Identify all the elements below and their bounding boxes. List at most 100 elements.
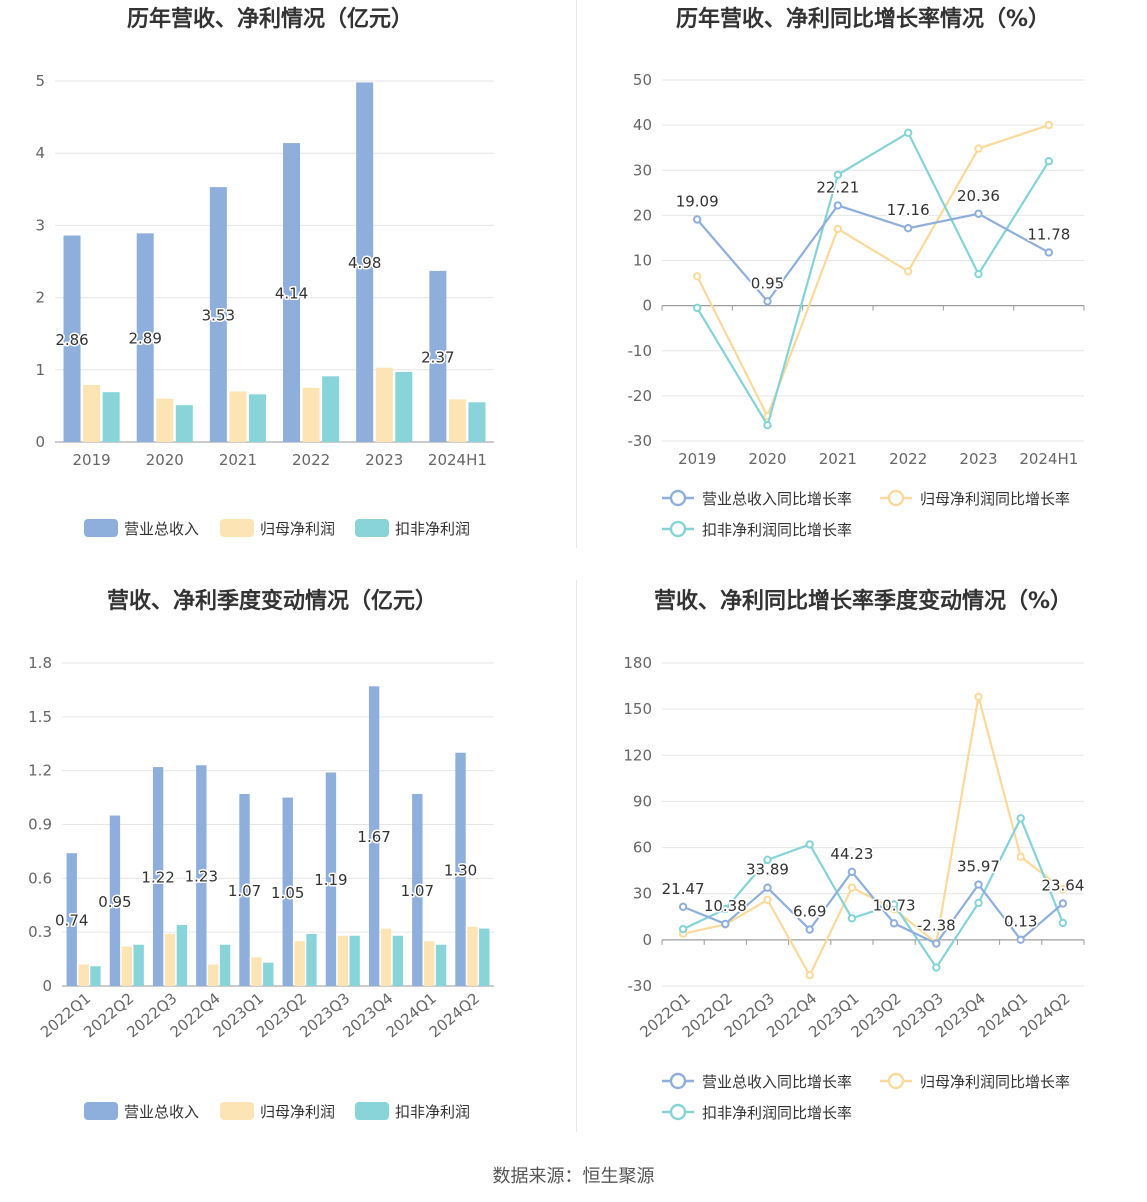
legend-swatch — [355, 1102, 389, 1120]
bar-data-label: 0.95 — [98, 893, 131, 911]
legend-label: 归母净利润 — [260, 1103, 335, 1121]
y-tick-label: 90 — [633, 792, 652, 810]
bar — [322, 376, 340, 442]
bar-data-label: 1.07 — [228, 882, 261, 900]
legend-item[interactable]: 营业总收入 — [84, 1102, 199, 1121]
x-tick-label: 2019 — [72, 451, 110, 469]
bar — [196, 765, 207, 986]
data-point — [974, 209, 983, 218]
vertical-divider-bottom — [576, 580, 577, 1132]
legend-item[interactable]: 归母净利润 — [220, 519, 335, 538]
legend-label: 营业总收入 — [124, 520, 199, 538]
y-tick-label: 20 — [633, 206, 652, 224]
legend-item[interactable]: 扣非净利润 — [355, 1102, 470, 1121]
data-point — [1044, 120, 1054, 130]
bar — [78, 964, 89, 986]
bar-data-label: 1.19 — [314, 871, 347, 889]
y-tick-label: 10 — [633, 252, 652, 270]
legend-label: 营业总收入 — [124, 1103, 199, 1121]
data-point — [974, 269, 983, 279]
data-point — [805, 971, 814, 980]
y-tick-label: 180 — [623, 654, 652, 672]
data-point — [833, 224, 843, 234]
bar-data-label: 1.23 — [185, 868, 218, 886]
chart-title: 营收、净利同比增长率季度变动情况（%） — [654, 588, 1072, 614]
point-data-label: 44.23 — [830, 845, 873, 863]
y-tick-label: 4 — [35, 144, 45, 162]
legend-label: 营业总收入同比增长率 — [702, 490, 852, 508]
bar — [368, 686, 380, 986]
data-point — [692, 215, 702, 224]
annual-growth-chart: 历年营收、净利同比增长率情况（%） -30 -20 -10 0 10 20 30 40 50 201… — [577, 0, 1147, 560]
bar — [263, 962, 274, 986]
legend-item[interactable]: 营业总收入同比增长率 — [662, 489, 852, 508]
y-tick-label: 120 — [623, 746, 652, 764]
legend-item[interactable]: 归母净利润 — [220, 1102, 335, 1121]
data-point — [721, 904, 730, 914]
bar — [283, 143, 301, 443]
legend-item[interactable]: 归母净利润同比增长率 — [880, 489, 1070, 508]
bar-data-label: 1.07 — [401, 882, 434, 900]
legend-item[interactable]: 扣非净利润 — [355, 519, 470, 538]
bar — [109, 815, 121, 986]
y-tick-label: 0.9 — [28, 816, 52, 834]
data-point — [932, 939, 941, 948]
legend-swatch — [220, 1102, 254, 1120]
legend-label: 归母净利润同比增长率 — [920, 1073, 1070, 1091]
bar-data-label: 1.22 — [141, 869, 174, 887]
legend-swatch-marker — [669, 1072, 687, 1090]
bar-data-label: 2.37 — [421, 348, 454, 366]
point-data-label: 17.16 — [887, 201, 930, 219]
y-tick-label: 1.2 — [28, 762, 52, 780]
legend-item[interactable]: 营业总收入 — [84, 519, 199, 538]
y-tick-label: -30 — [628, 432, 653, 450]
bar-data-label: 2.89 — [128, 330, 161, 348]
point-data-label: 23.64 — [1041, 876, 1084, 894]
legend-item[interactable]: 扣非净利润同比增长率 — [662, 520, 852, 539]
data-point — [1058, 899, 1068, 908]
chart-title: 营收、净利季度变动情况（亿元） — [107, 588, 437, 614]
annual-amount-chart: 历年营收、净利情况（亿元） 0 1 2 3 4 5 2019 2020 2021 2022 2023 2… — [0, 0, 576, 560]
bar — [175, 405, 193, 442]
legend-swatch-marker — [669, 1103, 687, 1121]
data-point — [974, 144, 983, 153]
y-tick-label: -10 — [628, 342, 653, 360]
x-tick-label: 2021 — [219, 451, 257, 469]
bar-data-label: 1.05 — [271, 884, 304, 902]
data-point — [903, 128, 913, 137]
legend-item[interactable]: 营业总收入同比增长率 — [662, 1072, 852, 1091]
bar — [133, 944, 144, 986]
bar-data-label: 4.98 — [348, 254, 381, 272]
bar — [251, 957, 262, 986]
legend-item[interactable]: 扣非净利润同比增长率 — [662, 1103, 852, 1122]
bar — [63, 235, 81, 442]
data-point — [974, 898, 983, 908]
y-tick-label: 1.5 — [28, 708, 52, 726]
vertical-divider-top — [576, 0, 577, 548]
data-point — [763, 883, 772, 892]
bar-data-label: 2.86 — [55, 331, 88, 349]
bar — [282, 797, 293, 986]
data-point — [847, 867, 857, 877]
legend-swatch — [84, 519, 118, 537]
bar — [239, 793, 250, 986]
legend-swatch-marker — [669, 520, 687, 538]
point-data-label: 20.36 — [957, 187, 1000, 205]
bar — [229, 391, 247, 442]
point-data-label: 11.78 — [1027, 225, 1070, 243]
point-data-label: 0.13 — [1004, 913, 1037, 931]
bar — [392, 935, 404, 986]
bar — [164, 933, 176, 986]
data-point — [763, 855, 772, 865]
bar — [467, 926, 478, 986]
bar — [325, 772, 337, 986]
data-point — [1058, 884, 1068, 894]
legend-item[interactable]: 归母净利润同比增长率 — [880, 1072, 1070, 1091]
point-data-label: 35.97 — [957, 858, 1000, 876]
legend-swatch-marker — [887, 1072, 905, 1090]
point-data-label: 19.09 — [676, 192, 719, 210]
bar — [90, 966, 101, 986]
point-data-label: -2.38 — [917, 917, 956, 935]
y-tick-label: -30 — [628, 977, 653, 995]
bar — [156, 398, 174, 442]
